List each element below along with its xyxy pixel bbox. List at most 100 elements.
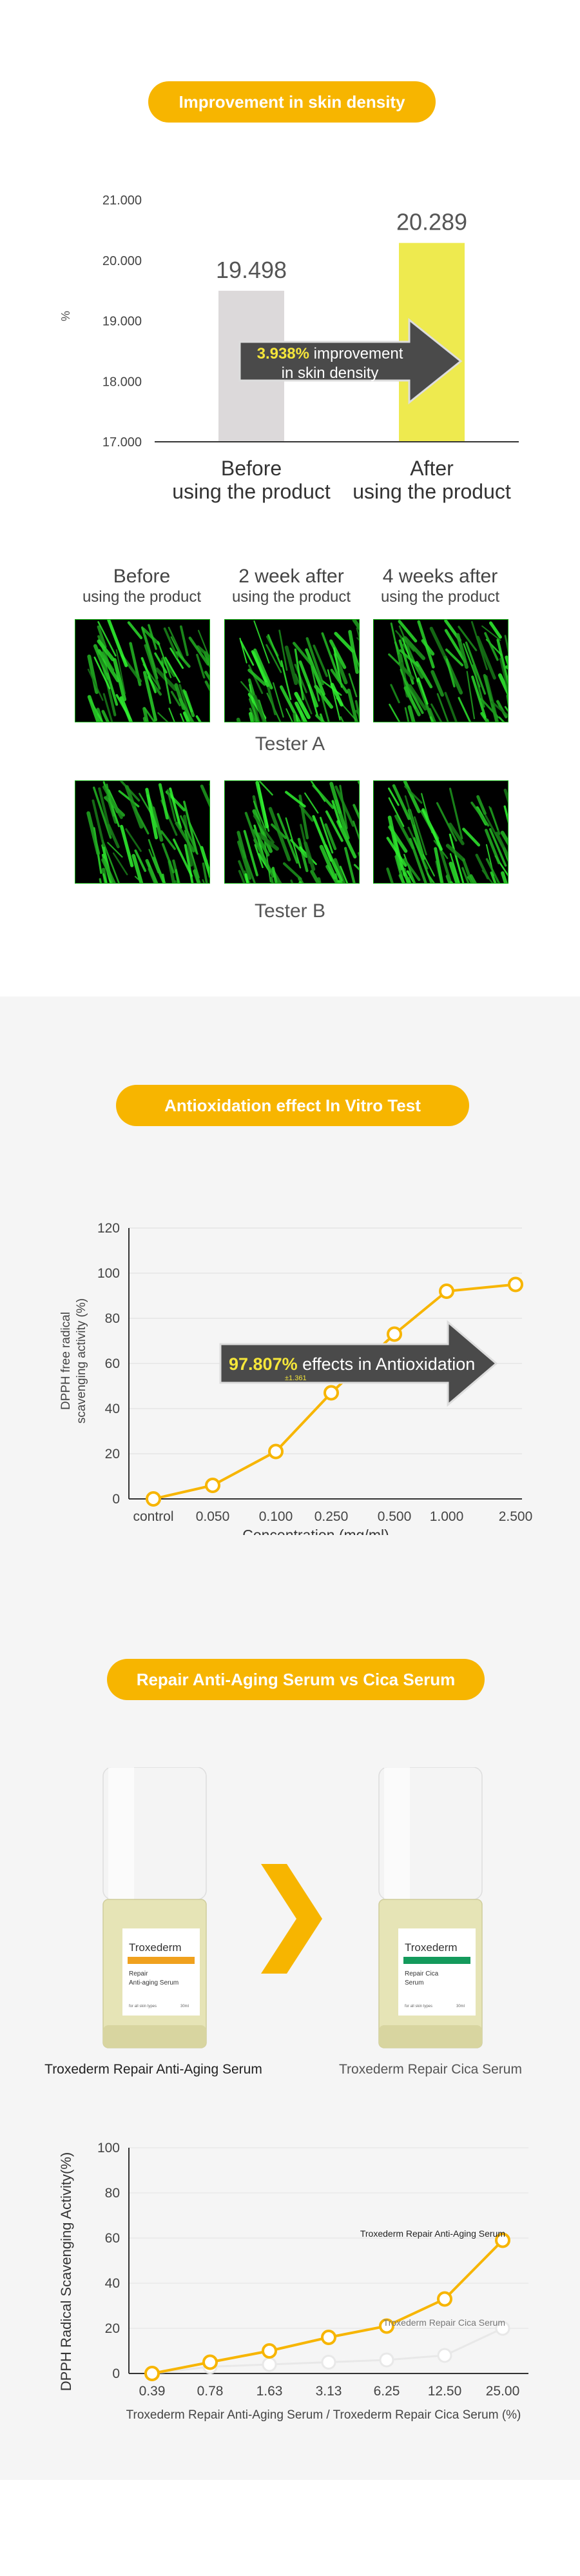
tester-label: Tester B bbox=[254, 900, 326, 922]
fiber bbox=[175, 651, 191, 668]
y-tick-label: 20.000 bbox=[102, 254, 142, 268]
fiber bbox=[180, 713, 185, 722]
fiber bbox=[170, 691, 181, 707]
x-tick-label: 3.13 bbox=[316, 2384, 342, 2399]
fiber bbox=[266, 644, 282, 673]
fiber bbox=[193, 869, 201, 883]
fiber bbox=[142, 671, 158, 722]
fiber bbox=[299, 710, 305, 722]
bottle-label bbox=[122, 1928, 200, 2016]
fiber bbox=[92, 799, 105, 847]
fiber bbox=[196, 645, 209, 659]
fiber bbox=[488, 806, 499, 831]
bottle-name: Repair Cica bbox=[405, 1970, 439, 1977]
fiber bbox=[237, 840, 252, 880]
fiber bbox=[249, 708, 257, 722]
series-label: Troxederm Repair Cica Serum bbox=[383, 2317, 505, 2328]
data-point bbox=[321, 2330, 336, 2345]
fiber bbox=[386, 867, 394, 883]
fiber bbox=[204, 680, 209, 691]
data-point bbox=[379, 2318, 394, 2334]
fiber bbox=[394, 855, 405, 883]
skin-density-chart: % 21.000 20.000 19.000 18.000 17.000 19.498 Bef… bbox=[59, 193, 519, 503]
fiber bbox=[321, 679, 342, 696]
fiber bbox=[319, 844, 337, 880]
fiber bbox=[86, 811, 101, 855]
fiber bbox=[97, 621, 117, 657]
fiber bbox=[294, 691, 311, 719]
fiber bbox=[404, 785, 423, 804]
fiber bbox=[134, 876, 144, 883]
fiber bbox=[148, 802, 158, 828]
fiber bbox=[125, 828, 142, 852]
fiber bbox=[253, 701, 260, 722]
fiber bbox=[142, 627, 160, 646]
fiber bbox=[168, 708, 175, 722]
y-tick-label: 80 bbox=[105, 1311, 120, 1326]
fiber bbox=[449, 853, 460, 883]
fiber bbox=[107, 824, 120, 849]
micro-texture bbox=[237, 781, 359, 883]
fiber bbox=[256, 832, 279, 851]
fiber bbox=[157, 640, 172, 679]
fiber bbox=[304, 792, 319, 814]
antioxidation-chart: 0 20 40 60 80 100 120 DPPH free radical scavengi… bbox=[59, 1221, 532, 1535]
fiber bbox=[295, 701, 308, 722]
fiber bbox=[352, 620, 359, 631]
bottle-base bbox=[103, 2025, 206, 2048]
fiber bbox=[386, 837, 407, 867]
fiber bbox=[430, 703, 443, 722]
fiber bbox=[161, 660, 171, 704]
fiber bbox=[485, 718, 490, 722]
x-tick-label: 0.39 bbox=[139, 2384, 166, 2399]
fiber bbox=[344, 847, 356, 883]
fiber bbox=[255, 781, 269, 829]
product-comparison: Troxederm Repair Anti-aging Serum for all s… bbox=[44, 1767, 522, 2077]
fiber bbox=[189, 822, 208, 862]
fiber bbox=[160, 830, 176, 850]
fiber bbox=[134, 849, 147, 872]
data-point bbox=[321, 2355, 336, 2370]
fiber bbox=[244, 873, 249, 883]
fiber bbox=[445, 658, 456, 688]
fiber bbox=[404, 795, 415, 825]
fiber bbox=[169, 788, 182, 829]
fiber bbox=[148, 849, 159, 873]
fiber bbox=[164, 657, 180, 683]
fiber bbox=[408, 684, 427, 711]
fiber bbox=[499, 658, 508, 694]
fiber bbox=[285, 791, 306, 808]
fiber bbox=[182, 711, 191, 722]
fiber bbox=[251, 650, 267, 682]
fiber bbox=[476, 635, 496, 680]
fiber bbox=[461, 867, 470, 883]
bottle-name: Serum bbox=[405, 1979, 423, 1986]
fiber bbox=[253, 828, 270, 857]
data-point bbox=[202, 2354, 218, 2370]
fiber bbox=[253, 620, 270, 664]
y-tick-label: 80 bbox=[105, 2186, 120, 2201]
data-point bbox=[439, 1283, 454, 1299]
fiber bbox=[403, 636, 426, 660]
fiber bbox=[409, 838, 427, 883]
fiber bbox=[102, 785, 123, 819]
product-cica: Troxederm Repair Cica Serum for all skin ty… bbox=[378, 1767, 483, 2048]
y-tick-label: 40 bbox=[105, 2276, 120, 2291]
fiber bbox=[131, 853, 144, 883]
fiber bbox=[203, 651, 209, 668]
fiber bbox=[435, 860, 442, 883]
annotation-sub: ±1.361 bbox=[285, 1374, 307, 1382]
section2-title: Antioxidation effect In Vitro Test bbox=[116, 1085, 469, 1126]
fiber bbox=[107, 842, 123, 858]
fiber bbox=[289, 838, 308, 858]
fiber bbox=[483, 673, 498, 722]
fiber bbox=[415, 660, 433, 689]
annotation-highlight: 97.807% bbox=[229, 1354, 298, 1374]
y-tick-label: 100 bbox=[97, 1266, 120, 1281]
bottle-base bbox=[379, 2025, 482, 2048]
micro-column-title: Before bbox=[113, 566, 171, 587]
micro-texture bbox=[87, 620, 209, 722]
y-tick-label: 60 bbox=[105, 1356, 120, 1371]
fiber bbox=[392, 784, 411, 820]
fiber bbox=[417, 620, 435, 669]
